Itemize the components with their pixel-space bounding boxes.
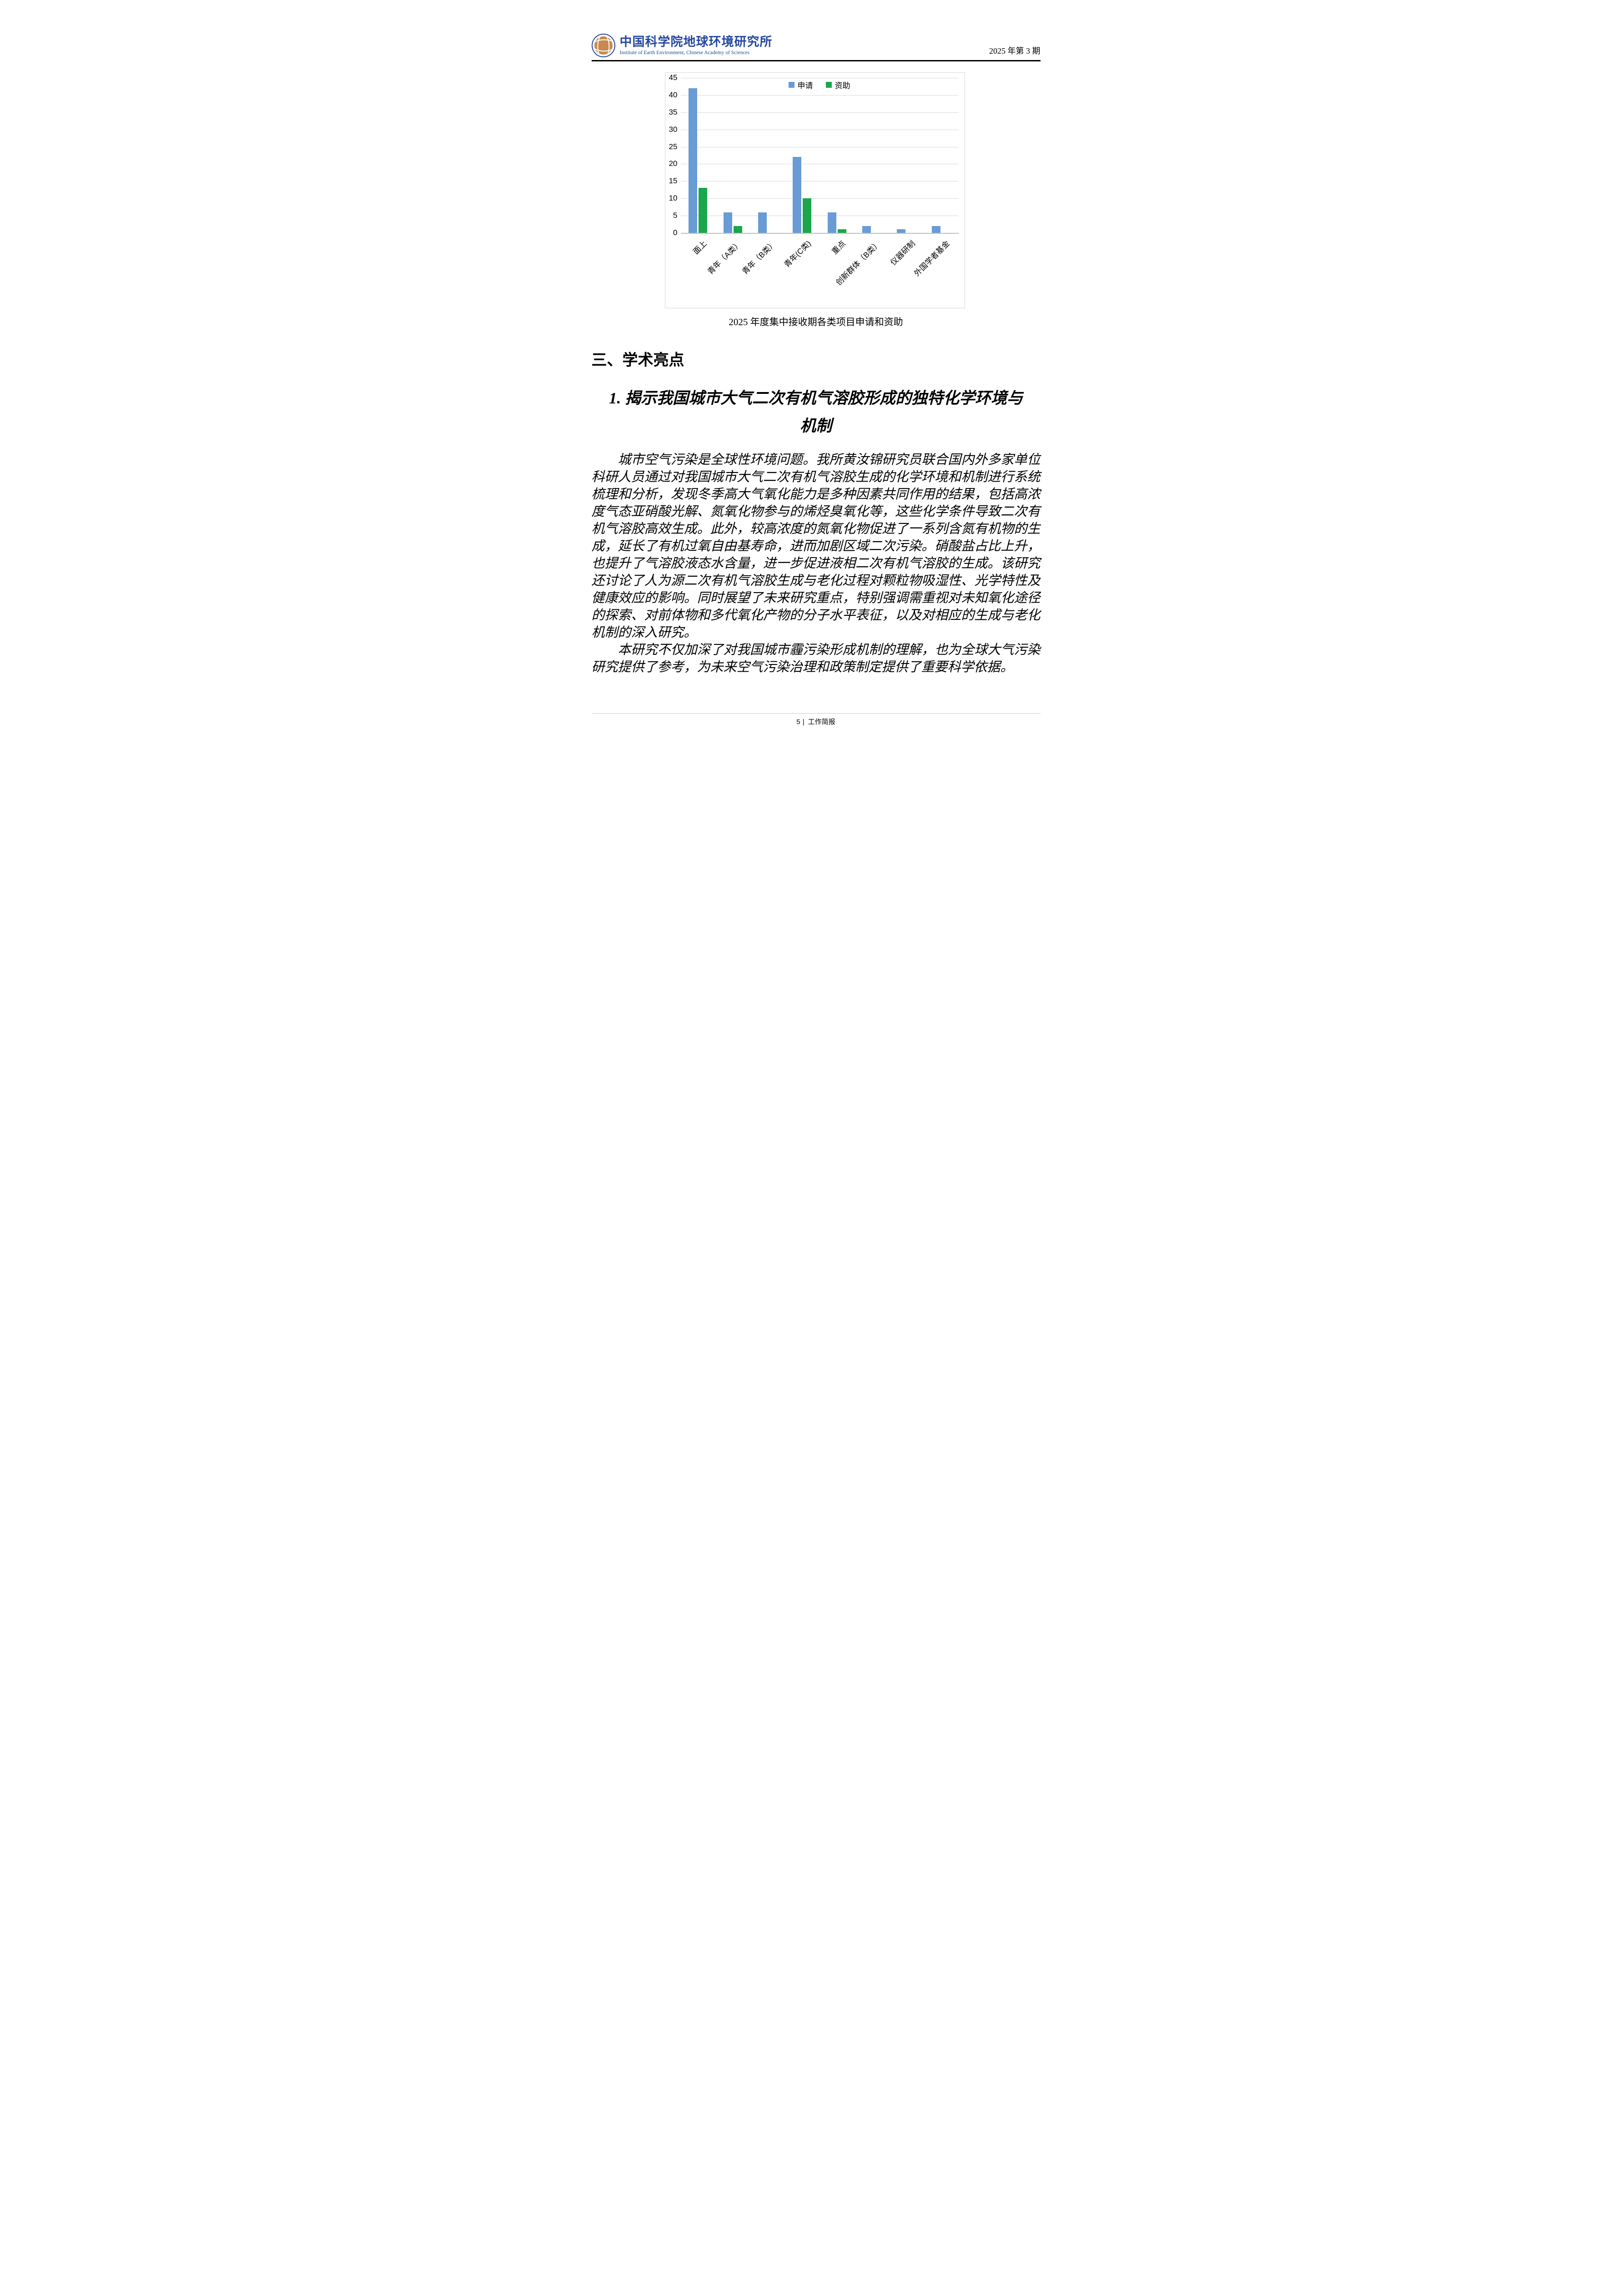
institute-name-cn: 中国科学院地球环境研究所 [619,35,773,49]
header-rule [591,60,1041,61]
page-header: 中国科学院地球环境研究所 Institute of Earth Environm… [591,0,1041,57]
footer-rule [591,713,1041,714]
footer-separator: | [802,718,804,726]
footer-text: 5 | 工作简报 [592,717,1041,726]
page-footer: 5 | 工作简报 [591,713,1041,726]
section-heading: 三、学术亮点 [591,352,684,369]
legend-item: 资助 [825,79,850,91]
page-number: 5 [796,718,800,726]
y-tick-label: 0 [673,228,678,237]
article-title: 1. 揭示我国城市大气二次有机气溶胶形成的独特化学环境与 机制 [592,384,1041,440]
body-paragraph: 城市空气污染是全球性环境问题。我所黄汝锦研究员联合国内外多家单位科研人员通过对我… [591,452,1041,640]
y-tick-label: 20 [669,159,678,168]
body-paragraph: 本研究不仅加深了对我国城市霾污染形成机制的理解，也为全球大气污染研究提供了参考，… [591,642,1041,674]
article-title-line2: 机制 [799,417,832,435]
bar-chart-canvas: 申请 资助 0 5 10 15 20 25 30 35 40 45 面上 青年（A类） 青年（B类） 青年(… [664,72,965,308]
bar [862,226,871,233]
y-tick-label: 15 [669,176,678,186]
footer-label: 工作简报 [808,718,835,726]
y-tick-label: 25 [669,142,678,151]
seal-globe [594,36,613,55]
institute-name-en: Institute of Earth Environment, Chinese … [619,50,750,56]
chart-caption: 2025 年度集中接收期各类项目申请和资助 [729,317,903,327]
gridline [680,95,959,96]
y-tick-label: 35 [669,107,678,116]
bar [733,226,742,233]
newsletter-page: 中国科学院地球环境研究所 Institute of Earth Environm… [541,0,1083,766]
logo-text: 中国科学院地球环境研究所 Institute of Earth Environm… [619,35,773,56]
legend-swatch [788,82,794,88]
seal-parallel-arc [594,39,613,52]
legend-swatch [825,82,832,88]
bar [803,198,812,233]
page-content: 中国科学院地球环境研究所 Institute of Earth Environm… [542,0,1083,676]
legend-item: 申请 [788,79,813,91]
legend-label: 资助 [835,81,850,90]
bar [827,212,836,233]
issue-label: 2025 年第 3 期 [989,46,1041,55]
bar [931,226,940,233]
bar-chart: 申请 资助 0 5 10 15 20 25 30 35 40 45 面上 青年（A类） 青年（B类） 青年(… [664,72,965,308]
y-tick-label: 5 [673,211,678,220]
y-tick-label: 40 [669,90,678,99]
gridline [680,112,959,113]
institute-seal-icon [591,34,615,57]
gridline [680,198,959,199]
y-tick-label: 10 [669,194,678,203]
legend-label: 申请 [797,81,813,90]
bar [837,229,846,233]
article-title-line1: 1. 揭示我国城市大气二次有机气溶胶形成的独特化学环境与 [608,389,1023,407]
article-body: 城市空气污染是全球性环境问题。我所黄汝锦研究员联合国内外多家单位科研人员通过对我… [592,451,1041,676]
x-axis-line [680,233,959,234]
bar [699,188,708,233]
institute-logo: 中国科学院地球环境研究所 Institute of Earth Environm… [591,34,773,57]
chart-legend: 申请 资助 [788,79,850,91]
bar [897,229,906,233]
bar [758,212,767,233]
y-tick-label: 30 [669,125,678,134]
bar [793,157,802,233]
bar [689,88,698,233]
y-tick-label: 45 [669,73,678,82]
bar [723,212,732,233]
